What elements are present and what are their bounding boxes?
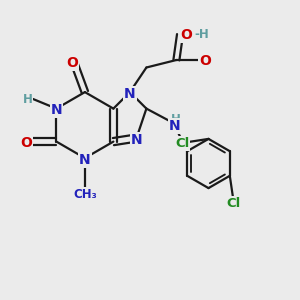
Text: N: N (124, 87, 136, 100)
Text: H: H (171, 112, 181, 126)
Text: N: N (169, 119, 181, 133)
Text: N: N (51, 103, 62, 117)
Text: CH₃: CH₃ (73, 188, 97, 201)
Text: O: O (181, 28, 193, 42)
Text: O: O (199, 54, 211, 68)
Text: N: N (131, 133, 142, 146)
Text: -H: -H (194, 28, 209, 41)
Text: O: O (20, 136, 32, 150)
Text: Cl: Cl (226, 197, 241, 210)
Text: H: H (23, 93, 32, 106)
Text: N: N (79, 153, 91, 166)
Text: O: O (66, 56, 78, 70)
Text: Cl: Cl (175, 137, 190, 150)
